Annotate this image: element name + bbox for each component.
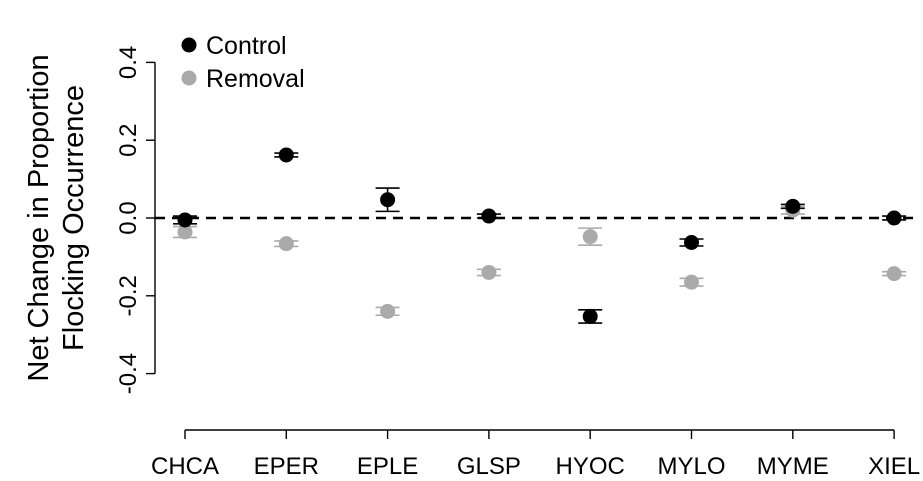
x-tick-label: MYME xyxy=(757,453,829,480)
control-point xyxy=(380,192,396,208)
y-axis-title: Net Change in Proportion Flocking Occurre… xyxy=(23,54,90,381)
data-points xyxy=(177,147,902,324)
removal-point xyxy=(278,236,294,252)
control-point xyxy=(481,208,497,224)
y-axis: -0.4 -0.2 0.0 0.2 0.4 xyxy=(115,46,156,394)
removal-point xyxy=(481,264,497,280)
x-tick-label: XIEL xyxy=(868,453,920,480)
control-point xyxy=(278,147,294,163)
removal-point xyxy=(380,303,396,319)
x-axis: CHCA EPER EPLE GLSP HYOC MYLO MYME XIEL xyxy=(151,429,920,480)
y-axis-title-line: Net Change in Proportion xyxy=(23,54,55,381)
legend-label-removal: Removal xyxy=(206,65,305,93)
removal-point xyxy=(177,224,193,240)
y-axis-title-line: Flocking Occurrence xyxy=(58,85,90,351)
control-point xyxy=(785,198,801,214)
control-point xyxy=(177,212,193,228)
control-point xyxy=(582,308,598,324)
legend-marker-removal xyxy=(181,70,197,86)
legend-label-control: Control xyxy=(206,32,287,60)
control-point xyxy=(886,210,902,226)
x-tick-label: EPER xyxy=(254,453,319,480)
x-tick-label: GLSP xyxy=(457,453,521,480)
y-tick-label: 0.0 xyxy=(115,201,142,234)
x-tick-label: EPLE xyxy=(357,453,418,480)
legend: Control Removal xyxy=(181,32,305,93)
legend-marker-control xyxy=(181,37,197,53)
y-tick-label: -0.4 xyxy=(115,353,142,394)
y-tick-label: -0.2 xyxy=(115,275,142,316)
removal-point xyxy=(684,274,699,290)
y-tick-label: 0.4 xyxy=(115,46,142,79)
y-tick-label: 0.2 xyxy=(115,124,142,157)
removal-point xyxy=(582,229,598,245)
x-tick-label: MYLO xyxy=(657,453,725,480)
removal-point xyxy=(886,266,902,282)
control-point xyxy=(684,235,699,251)
x-tick-label: CHCA xyxy=(151,453,219,480)
x-tick-label: HYOC xyxy=(556,453,625,480)
